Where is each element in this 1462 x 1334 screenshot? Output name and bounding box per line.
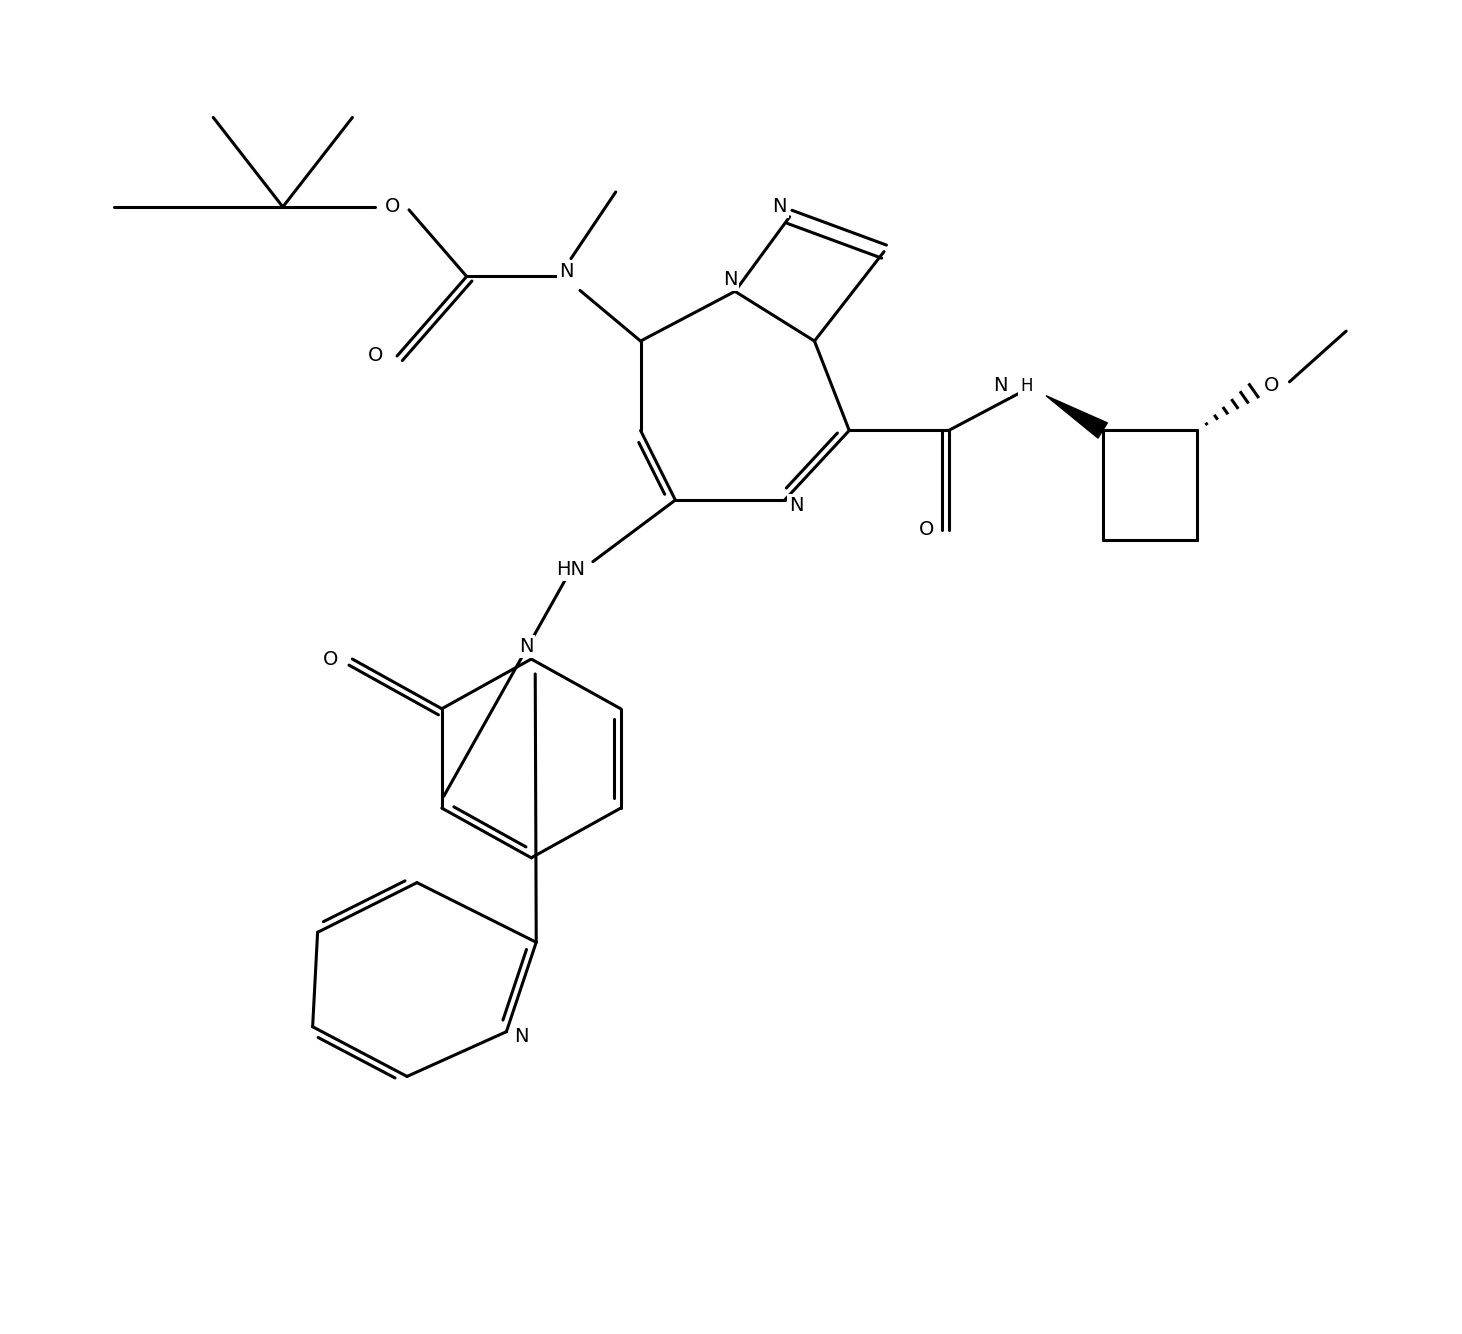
Text: N: N — [558, 261, 573, 281]
Text: O: O — [323, 650, 338, 668]
Text: N: N — [722, 269, 737, 289]
Text: N: N — [515, 1027, 529, 1046]
Text: N: N — [772, 197, 787, 216]
Text: O: O — [920, 520, 934, 539]
Text: HN: HN — [557, 560, 585, 579]
Text: O: O — [367, 347, 383, 366]
Text: N: N — [993, 376, 1007, 395]
Text: N: N — [789, 495, 804, 515]
Text: O: O — [1265, 376, 1279, 395]
Text: H: H — [1020, 376, 1032, 395]
Text: O: O — [385, 197, 399, 216]
Polygon shape — [1045, 396, 1107, 438]
Text: N: N — [519, 636, 534, 655]
